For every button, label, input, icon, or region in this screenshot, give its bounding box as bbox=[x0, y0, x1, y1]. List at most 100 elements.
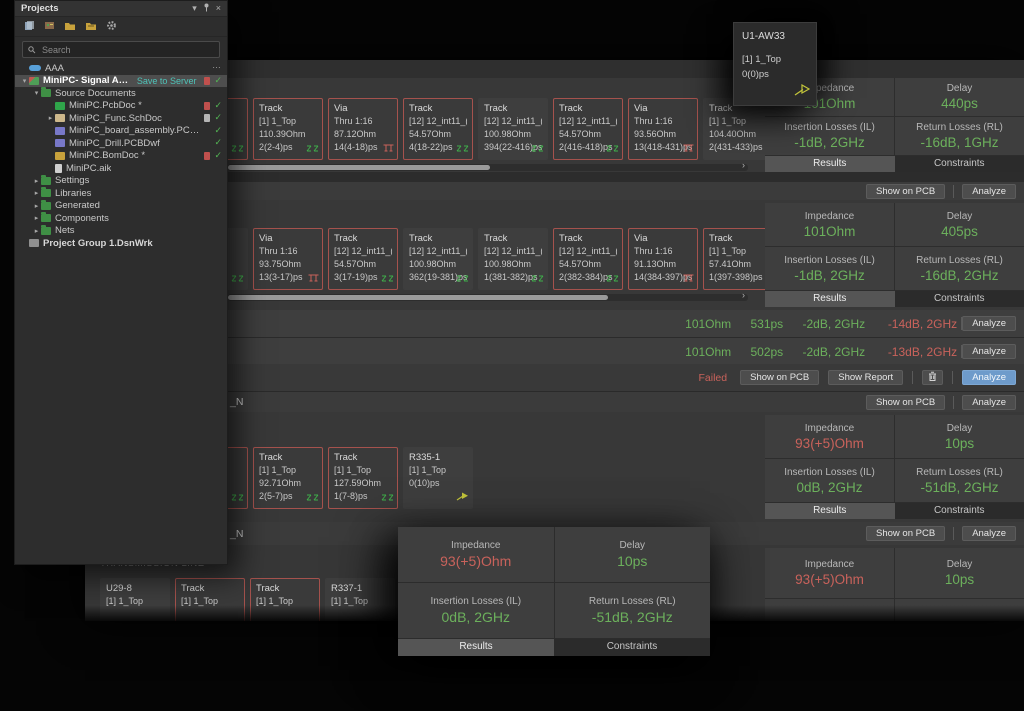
tab-constraints[interactable]: Constraints bbox=[894, 291, 1024, 307]
segment-card[interactable]: Via Thru 1:16 93.75Ohm 13(3-17)ps bbox=[253, 228, 323, 290]
item-icon bbox=[41, 174, 51, 185]
show-on-pcb-button[interactable]: Show on PCB bbox=[740, 370, 820, 385]
tree-item[interactable]: AAA bbox=[15, 62, 227, 75]
tab-constraints[interactable]: Constraints bbox=[554, 639, 710, 656]
expand-arrow-icon[interactable] bbox=[32, 227, 41, 235]
horizontal-scrollbar[interactable] bbox=[228, 160, 748, 171]
more-icon[interactable] bbox=[212, 63, 222, 73]
expand-arrow-icon[interactable] bbox=[20, 77, 29, 85]
show-on-pcb-button[interactable]: Show on PCB bbox=[866, 183, 946, 199]
expand-arrow-icon[interactable] bbox=[32, 214, 41, 222]
analyze-button[interactable]: Analyze bbox=[962, 183, 1016, 199]
close-icon[interactable]: × bbox=[215, 3, 221, 13]
segment-card[interactable]: Via Thru 1:16 87.12Ohm 14(4-18)ps bbox=[328, 98, 398, 160]
expand-arrow-icon[interactable] bbox=[32, 177, 41, 185]
horizontal-scrollbar[interactable] bbox=[228, 290, 748, 301]
segment-card[interactable]: Track [12] 12_int11_(si.. 54.57Ohm 2(416… bbox=[553, 98, 623, 160]
analyze-button[interactable]: Analyze bbox=[962, 394, 1016, 410]
expand-arrow-icon[interactable] bbox=[32, 202, 41, 210]
tree-item[interactable]: MiniPC_Func.SchDoc bbox=[15, 112, 227, 125]
segment-card[interactable]: Track [12] 12_int11_(si.. 100.98Ohm 362(… bbox=[403, 228, 473, 290]
segment-layer: [1] 1_Top bbox=[259, 116, 297, 126]
segment-layer: [1] 1_Top bbox=[331, 596, 369, 606]
tree-item[interactable]: Components bbox=[15, 212, 227, 225]
scrollbar-thumb[interactable] bbox=[228, 295, 608, 300]
segment-card[interactable]: Track [12] 12_int11_(si.. 100.98Ohm 1(38… bbox=[478, 228, 548, 290]
search-input[interactable] bbox=[40, 43, 214, 56]
failed-net-row[interactable]: Failed Show on PCB Show Report Analyze bbox=[85, 364, 1024, 392]
return-loss-cell: Return Losses (RL) -16dB, 1GHz bbox=[895, 117, 1024, 155]
segment-card[interactable]: Track [1] 1_Top 110.39Ohm 2(2-4)ps bbox=[253, 98, 323, 160]
tree-item[interactable]: Libraries bbox=[15, 187, 227, 200]
impedance-cell: Impedance 93(+5)Ohm bbox=[765, 548, 894, 598]
board-icon[interactable] bbox=[44, 18, 55, 36]
search-box[interactable] bbox=[22, 41, 220, 58]
delay-cell: Delay 10ps bbox=[554, 527, 710, 582]
insertion-loss-label: Insertion Losses (IL) bbox=[784, 254, 875, 266]
show-report-button[interactable]: Show Report bbox=[828, 370, 904, 385]
segment-card[interactable]: Track [12] 12_int11_(si.. 54.57Ohm 4(18-… bbox=[403, 98, 473, 160]
expand-arrow-icon[interactable] bbox=[32, 189, 41, 197]
segment-layer: [12] 12_int11_(si.. bbox=[334, 246, 392, 256]
transmission-line-icon bbox=[231, 139, 244, 157]
tree-item[interactable]: MiniPC- Signal Analyzer.PrjPcb * Save to… bbox=[15, 74, 227, 87]
impedance-value: 101Ohm bbox=[803, 223, 856, 239]
segment-card[interactable]: Track [12] 12_int11_(si.. 54.57Ohm 2(382… bbox=[553, 228, 623, 290]
tree-item[interactable]: Source Documents bbox=[15, 87, 227, 100]
pin-icon[interactable] bbox=[203, 3, 210, 14]
tree-item[interactable]: MiniPC.aik bbox=[15, 162, 227, 175]
tree-item[interactable]: Project Group 1.DsnWrk bbox=[15, 237, 227, 250]
tree-item[interactable]: MiniPC.BomDoc * bbox=[15, 150, 227, 163]
scrollbar-thumb[interactable] bbox=[228, 165, 490, 170]
tree-item[interactable]: Generated bbox=[15, 199, 227, 213]
tab-constraints[interactable]: Constraints bbox=[894, 503, 1024, 519]
net-summary-row[interactable]: 101Ohm 531ps -2dB, 2GHz -14dB, 2GHz Anal… bbox=[85, 310, 1024, 338]
expand-arrow-icon[interactable] bbox=[46, 114, 55, 122]
panel-titlebar[interactable]: Projects ▾ × bbox=[15, 1, 227, 17]
settings-gear-icon[interactable] bbox=[106, 18, 117, 36]
return-loss-value: -13dB, 2GHz bbox=[887, 344, 958, 359]
segment-delay: 2(2-4)ps bbox=[259, 142, 293, 152]
expand-arrow-icon[interactable] bbox=[32, 89, 41, 97]
segment-impedance: 100.98Ohm bbox=[409, 259, 457, 269]
tree-item[interactable]: Nets bbox=[15, 224, 227, 238]
segment-card[interactable]: Via Thru 1:16 91.13Ohm 14(384-397)ps bbox=[628, 228, 698, 290]
tree-item[interactable]: Settings bbox=[15, 174, 227, 188]
tab-results[interactable]: Results bbox=[765, 291, 895, 307]
analyze-button[interactable]: Analyze bbox=[962, 526, 1016, 541]
tab-constraints[interactable]: Constraints bbox=[894, 156, 1024, 172]
show-on-pcb-button[interactable]: Show on PCB bbox=[866, 526, 946, 541]
documents-icon[interactable] bbox=[24, 18, 35, 36]
item-icon bbox=[41, 187, 51, 198]
show-on-pcb-button[interactable]: Show on PCB bbox=[866, 394, 946, 410]
tree-item[interactable]: MiniPC_Drill.PCBDwf bbox=[15, 137, 227, 150]
segment-layer: [1] 1_Top bbox=[181, 596, 219, 606]
item-icon bbox=[55, 151, 65, 160]
tab-results[interactable]: Results bbox=[765, 156, 895, 172]
segment-card[interactable]: Track [12] 12_int11_(si.. 54.57Ohm 3(17-… bbox=[328, 228, 398, 290]
tab-results[interactable]: Results bbox=[398, 639, 554, 656]
analyze-button[interactable]: Analyze bbox=[962, 316, 1016, 331]
save-to-server-link[interactable]: Save to Server bbox=[136, 75, 197, 86]
tree-item[interactable]: MiniPC.PcbDoc * bbox=[15, 100, 227, 113]
segment-type: U29-8 bbox=[106, 583, 132, 594]
segment-card[interactable]: Via Thru 1:16 93.56Ohm 13(418-431)ps bbox=[628, 98, 698, 160]
segment-card[interactable]: Track [1] 1_Top 104.40Ohm 2(431-433)ps bbox=[703, 98, 770, 160]
segment-card[interactable]: Track [1] 1_Top 127.59Ohm 1(7-8)ps bbox=[328, 447, 398, 509]
panel-toolbar bbox=[15, 17, 227, 37]
delete-button[interactable] bbox=[922, 370, 944, 385]
delay-value: 405ps bbox=[941, 223, 978, 239]
delay-value: 10ps bbox=[617, 553, 648, 569]
segment-card[interactable]: Track [12] 12_int11_(si.. 100.98Ohm 394(… bbox=[478, 98, 548, 160]
tree-item[interactable]: MiniPC_board_assembly.PCBDwf bbox=[15, 125, 227, 138]
segment-card[interactable]: R335-1 [1] 1_Top 0(10)ps bbox=[403, 447, 473, 509]
net-summary-row[interactable]: 101Ohm 502ps -2dB, 2GHz -13dB, 2GHz Anal… bbox=[85, 338, 1024, 366]
chevron-down-icon[interactable]: ▾ bbox=[192, 3, 197, 13]
tab-results[interactable]: Results bbox=[765, 503, 895, 519]
open-folder-icon[interactable] bbox=[85, 18, 97, 36]
segment-card[interactable]: Track [1] 1_Top 57.41Ohm 1(397-398)ps bbox=[703, 228, 770, 290]
analyze-button[interactable]: Analyze bbox=[962, 370, 1016, 385]
folder-icon[interactable] bbox=[64, 18, 76, 36]
segment-card[interactable]: Track [1] 1_Top 92.71Ohm 2(5-7)ps bbox=[253, 447, 323, 509]
analyze-button[interactable]: Analyze bbox=[962, 344, 1016, 359]
